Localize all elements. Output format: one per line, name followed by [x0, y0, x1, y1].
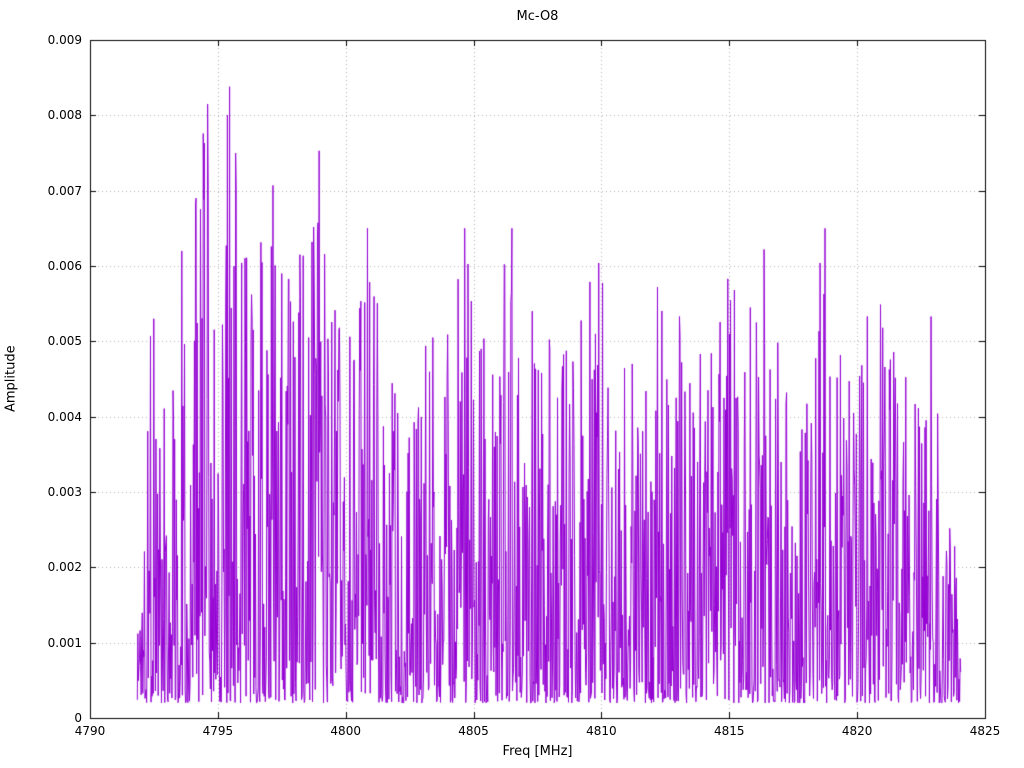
y-tick-label: 0.002: [47, 560, 82, 575]
x-tick-label: 4805: [458, 724, 489, 738]
x-tick-label: 4790: [74, 724, 106, 738]
x-tick-label: 4815: [714, 724, 745, 738]
y-tick-label: 0.009: [47, 33, 82, 47]
y-tick-label: 0.005: [47, 334, 82, 349]
y-tick-label: 0.008: [47, 108, 82, 123]
x-tick-label: 4810: [586, 724, 617, 738]
y-tick-label: 0.001: [47, 635, 82, 650]
y-tick-label: 0.006: [47, 259, 82, 273]
y-tick-label: 0.003: [47, 485, 82, 499]
x-tick-label: 4820: [841, 724, 873, 738]
x-axis-label: Freq [MHz]: [502, 744, 573, 759]
x-tick-label: 4825: [969, 724, 1001, 738]
x-tick-label: 4795: [202, 724, 234, 738]
chart-title: Mc-O8: [516, 9, 559, 24]
y-tick-label: 0.004: [47, 409, 82, 424]
y-tick-label: 0: [74, 711, 82, 725]
y-axis-label: Amplitude: [3, 345, 19, 413]
x-tick-label: 4800: [330, 724, 361, 738]
y-tick-label: 0.007: [47, 183, 82, 198]
